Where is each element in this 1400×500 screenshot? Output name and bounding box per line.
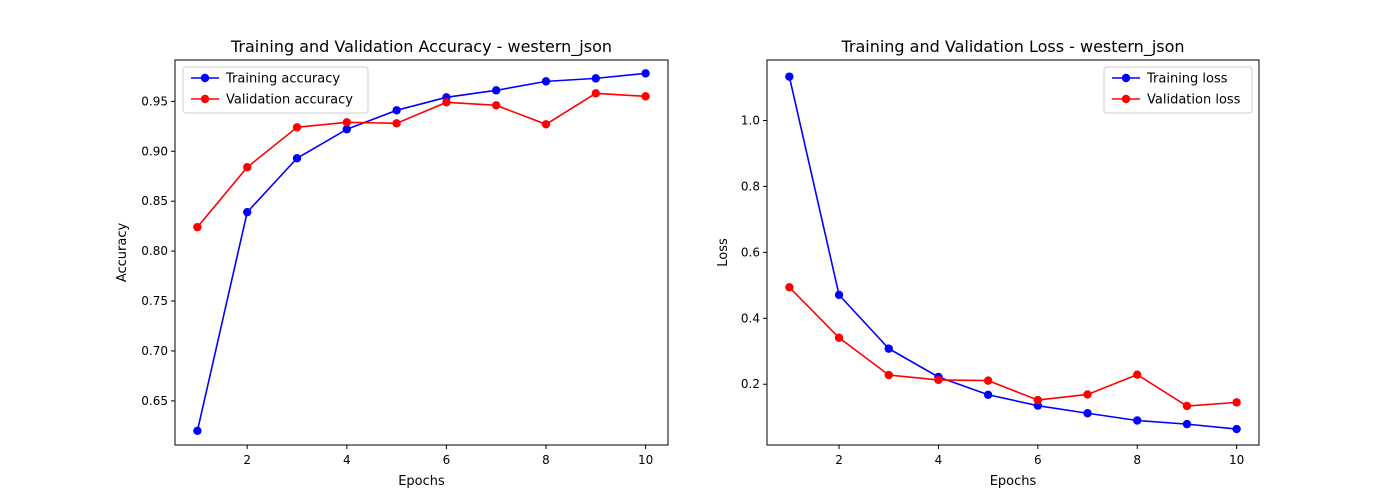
- data-point: [243, 207, 252, 217]
- legend-marker: [1121, 73, 1131, 83]
- chart-title: Training and Validation Loss - western_j…: [840, 37, 1184, 57]
- x-tick-label: 10: [1229, 453, 1244, 467]
- legend: Training loss Validation loss: [1103, 66, 1253, 114]
- data-point: [834, 290, 844, 300]
- legend-label: Validation accuracy: [226, 93, 353, 108]
- data-point: [1083, 390, 1092, 399]
- data-point: [292, 123, 302, 132]
- x-tick-label: 6: [1034, 453, 1042, 467]
- series-line: [788, 286, 1237, 407]
- y-tick-label: 0.90: [141, 144, 168, 158]
- x-axis-label: Epochs: [398, 474, 445, 489]
- data-point: [243, 163, 252, 172]
- data-point: [1033, 395, 1043, 405]
- axes-frame: [174, 59, 669, 446]
- legend-marker: [200, 73, 210, 83]
- data-point: [834, 333, 844, 342]
- data-point: [641, 69, 650, 78]
- data-point: [785, 283, 794, 292]
- y-tick-label: 0.8: [741, 179, 760, 193]
- loss-chart: Training and Validation Loss - western_j…: [716, 37, 1260, 489]
- legend-label: Training accuracy: [225, 72, 340, 87]
- legend-box: [1103, 66, 1253, 114]
- data-point: [785, 72, 794, 81]
- y-tick-label: 0.75: [141, 294, 168, 308]
- y-tick-label: 0.85: [141, 194, 168, 208]
- series-line: [196, 92, 646, 228]
- data-point: [392, 106, 401, 115]
- legend-marker: [1121, 94, 1131, 104]
- y-axis-label: Loss: [716, 238, 731, 267]
- x-tick-label: 10: [638, 453, 653, 467]
- x-tick-label: 4: [935, 453, 943, 467]
- data-point: [934, 375, 943, 385]
- accuracy-chart: Training and Validation Accuracy - weste…: [115, 37, 669, 489]
- data-point: [884, 344, 893, 353]
- series-line: [788, 76, 1237, 430]
- data-point: [1182, 419, 1192, 429]
- y-tick-label: 0.65: [141, 394, 168, 408]
- legend-label: Validation loss: [1147, 93, 1241, 108]
- y-tick-label: 1.0: [741, 113, 760, 127]
- data-point: [193, 426, 202, 436]
- data-point: [292, 154, 302, 163]
- y-axis-label: Accuracy: [115, 223, 130, 283]
- chart-title: Training and Validation Accuracy - weste…: [230, 37, 612, 57]
- data-point: [983, 390, 993, 399]
- x-tick-label: 8: [542, 453, 550, 467]
- data-point: [342, 125, 352, 134]
- data-point: [442, 98, 451, 107]
- series-line: [196, 72, 646, 431]
- y-tick-label: 0.4: [741, 311, 760, 325]
- x-tick-label: 2: [243, 453, 251, 467]
- legend-label: Training loss: [1146, 72, 1228, 87]
- data-point: [342, 118, 352, 127]
- data-point: [884, 370, 893, 380]
- x-tick-label: 4: [343, 453, 351, 467]
- data-point: [392, 119, 401, 128]
- y-tick-label: 0.2: [741, 377, 760, 391]
- data-point: [491, 86, 501, 95]
- x-tick-label: 6: [443, 453, 451, 467]
- data-point: [1232, 424, 1241, 434]
- data-point: [541, 120, 551, 129]
- data-point: [591, 89, 600, 98]
- y-tick-label: 0.70: [141, 344, 168, 358]
- legend: Training accuracy Validation accuracy: [182, 66, 369, 114]
- data-point: [591, 74, 600, 83]
- data-point: [1083, 409, 1092, 418]
- data-point: [193, 222, 202, 232]
- x-tick-label: 2: [835, 453, 843, 467]
- data-point: [491, 101, 501, 110]
- data-point: [1133, 416, 1142, 425]
- data-point: [1133, 370, 1142, 379]
- axes-frame: [766, 59, 1260, 446]
- x-axis-label: Epochs: [990, 474, 1037, 489]
- legend-marker: [200, 94, 210, 104]
- y-tick-label: 0.6: [741, 245, 760, 259]
- data-point: [641, 92, 650, 101]
- legend-box: [182, 66, 369, 114]
- data-point: [983, 376, 993, 385]
- y-tick-label: 0.80: [141, 244, 168, 258]
- y-tick-label: 0.95: [141, 94, 168, 108]
- data-point: [541, 77, 551, 86]
- x-tick-label: 8: [1133, 453, 1141, 467]
- data-point: [1182, 401, 1192, 411]
- data-point: [1232, 398, 1241, 407]
